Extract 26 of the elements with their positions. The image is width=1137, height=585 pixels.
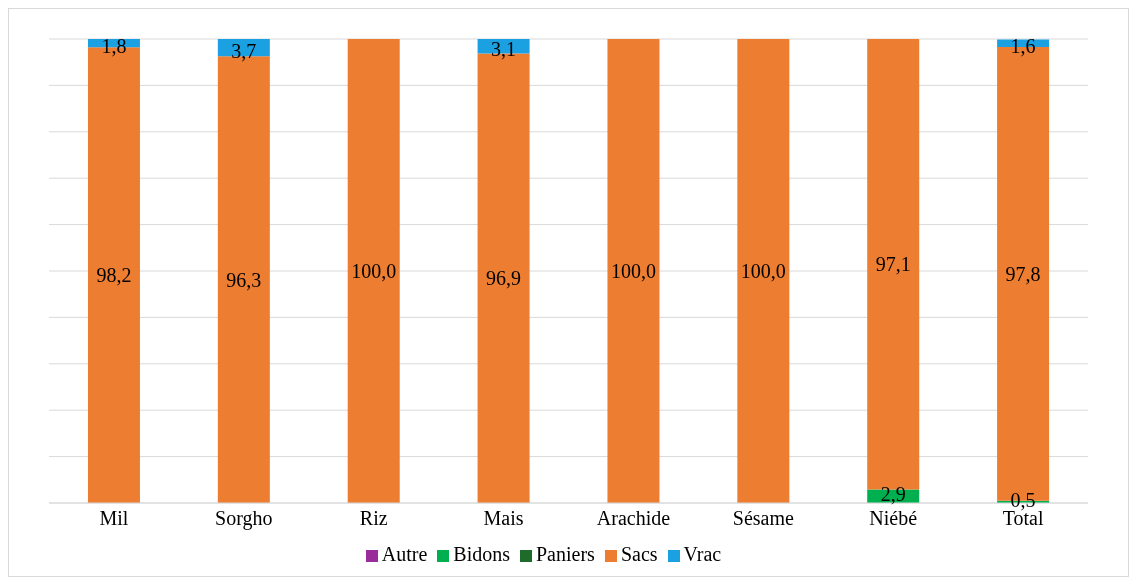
legend-label: Paniers xyxy=(536,543,595,565)
x-tick-label: Arachide xyxy=(596,507,671,530)
bar xyxy=(347,39,400,503)
x-tick-label: Niébé xyxy=(869,507,918,530)
x-tick-label: Sésame xyxy=(732,507,794,530)
legend-label: Sacs xyxy=(620,543,658,565)
x-tick-label: Riz xyxy=(359,507,388,530)
bar xyxy=(737,39,790,503)
data-label: 96,9 xyxy=(486,267,522,290)
x-tick-label: Mil xyxy=(99,507,129,530)
x-tick-label: Mais xyxy=(483,507,524,530)
x-tick-label: Sorgho xyxy=(215,507,273,531)
data-label: 96,3 xyxy=(226,268,262,291)
legend-label: Vrac xyxy=(683,543,722,565)
bar xyxy=(607,39,660,503)
legend-label: Bidons xyxy=(453,543,510,565)
legend-label: Autre xyxy=(381,543,428,565)
data-label: 100,0 xyxy=(740,260,786,282)
data-label: 1,6 xyxy=(1010,35,1036,58)
data-label: 100,0 xyxy=(610,260,656,282)
data-label: 2,9 xyxy=(880,483,906,506)
data-label: 98,2 xyxy=(96,264,132,287)
data-label: 97,1 xyxy=(875,253,911,276)
data-label: 97,8 xyxy=(1005,262,1041,285)
data-label: 3,7 xyxy=(231,39,257,62)
data-label: 100,0 xyxy=(351,260,397,282)
